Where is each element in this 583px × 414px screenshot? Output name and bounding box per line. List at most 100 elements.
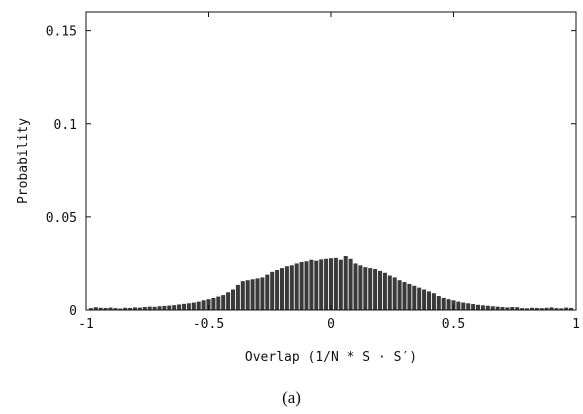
histogram-bar: [377, 270, 383, 310]
histogram-bar: [172, 305, 177, 310]
histogram-bar: [157, 306, 162, 310]
histogram-bar: [152, 306, 157, 310]
histogram-bar: [485, 305, 490, 310]
histogram-bar: [113, 308, 118, 310]
histogram-bar: [255, 278, 260, 310]
histogram-bar: [387, 275, 392, 310]
histogram-bar: [142, 307, 147, 310]
histogram-bar: [402, 282, 407, 310]
histogram-bar: [358, 265, 363, 310]
histogram-bar: [98, 307, 103, 310]
histogram-bar: [284, 266, 289, 310]
histogram-bar: [88, 308, 93, 310]
histogram-bar: [201, 300, 206, 310]
histogram-bar: [226, 292, 231, 310]
histogram-bar: [132, 307, 138, 310]
histogram-bar: [118, 308, 123, 310]
histogram-bar: [412, 285, 417, 310]
histogram-bar: [524, 308, 530, 310]
histogram-bar: [221, 295, 226, 310]
histogram-bar: [245, 280, 250, 310]
histogram-bar: [431, 293, 436, 310]
histogram-bar: [475, 304, 481, 310]
histogram-bar: [397, 280, 402, 310]
histogram-bar: [382, 272, 387, 310]
histogram-bar: [564, 307, 569, 310]
histogram-bar: [206, 299, 211, 310]
figure-caption: (a): [282, 388, 301, 407]
histogram-bar: [436, 296, 441, 310]
histogram-bar: [348, 258, 353, 310]
histogram-bar: [422, 289, 427, 310]
histogram-bar: [510, 307, 515, 310]
histogram-bar: [147, 306, 152, 310]
histogram-bar: [211, 297, 216, 310]
histogram-bar: [93, 307, 98, 310]
y-tick-label: 0: [69, 304, 77, 319]
histogram-bar: [108, 307, 113, 310]
histogram-bar: [520, 308, 525, 310]
histogram-bar: [441, 297, 446, 310]
histogram-bar: [275, 269, 280, 310]
histogram-bar: [539, 308, 544, 310]
histogram-bar: [500, 307, 505, 310]
histogram-bar: [368, 268, 373, 310]
histogram-bar: [294, 263, 299, 310]
axis-tick-labels: -1 -0.5 0 0.5 1 0 0.05 0.1 0.15: [46, 25, 580, 332]
histogram-bar: [299, 261, 304, 310]
histogram-bar: [319, 259, 324, 310]
histogram-bar: [123, 307, 128, 310]
histogram-bar: [265, 274, 270, 310]
bar-group: [88, 255, 574, 311]
histogram-bar: [515, 307, 520, 310]
histogram-bar: [309, 259, 314, 310]
histogram-bar: [554, 308, 559, 310]
histogram-bar: [505, 307, 510, 310]
histogram-bar: [549, 307, 554, 310]
y-tick-label: 0.15: [46, 25, 77, 40]
histogram-bar: [191, 302, 196, 310]
x-tick-label: 1: [572, 317, 580, 332]
histogram-bar: [196, 301, 201, 310]
histogram-bar: [426, 291, 432, 311]
histogram-bar: [417, 287, 422, 310]
histogram-bar: [328, 258, 334, 310]
y-tick-label: 0.1: [54, 118, 77, 133]
histogram-bar: [471, 304, 476, 310]
histogram-bar: [373, 269, 378, 310]
x-tick-label: 0: [327, 317, 335, 332]
histogram-bar: [235, 284, 240, 310]
histogram-bar: [456, 301, 461, 310]
histogram-bar: [333, 257, 338, 310]
histogram-bar: [137, 307, 142, 310]
histogram-bar: [392, 277, 397, 310]
x-tick-label: -0.5: [193, 317, 224, 332]
histogram-bar: [569, 307, 574, 310]
histogram-bar: [544, 307, 549, 310]
histogram-bar: [260, 277, 265, 310]
histogram-bar: [103, 307, 108, 310]
histogram-bar: [353, 263, 358, 310]
x-tick-label: 0.5: [442, 317, 465, 332]
histogram-bar: [534, 307, 539, 310]
x-axis-label: Overlap (1/N * S · S′): [245, 350, 417, 365]
histogram-bar: [177, 304, 182, 310]
histogram-bar: [128, 307, 133, 310]
x-tick-label: -1: [78, 317, 94, 332]
y-tick-label: 0.05: [46, 211, 77, 226]
histogram-bar: [338, 259, 343, 310]
histogram-bar: [466, 303, 471, 310]
histogram-bar: [181, 303, 187, 310]
histogram-bar: [461, 302, 466, 310]
histogram-bar: [314, 260, 319, 310]
histogram-bar: [240, 281, 245, 310]
histogram-bar: [250, 279, 255, 310]
histogram-bar: [363, 267, 368, 310]
histogram-bar: [279, 268, 285, 310]
histogram-bar: [480, 305, 485, 310]
histogram-bar: [529, 307, 534, 310]
histogram-bar: [186, 303, 191, 310]
histogram-bar: [162, 305, 167, 310]
